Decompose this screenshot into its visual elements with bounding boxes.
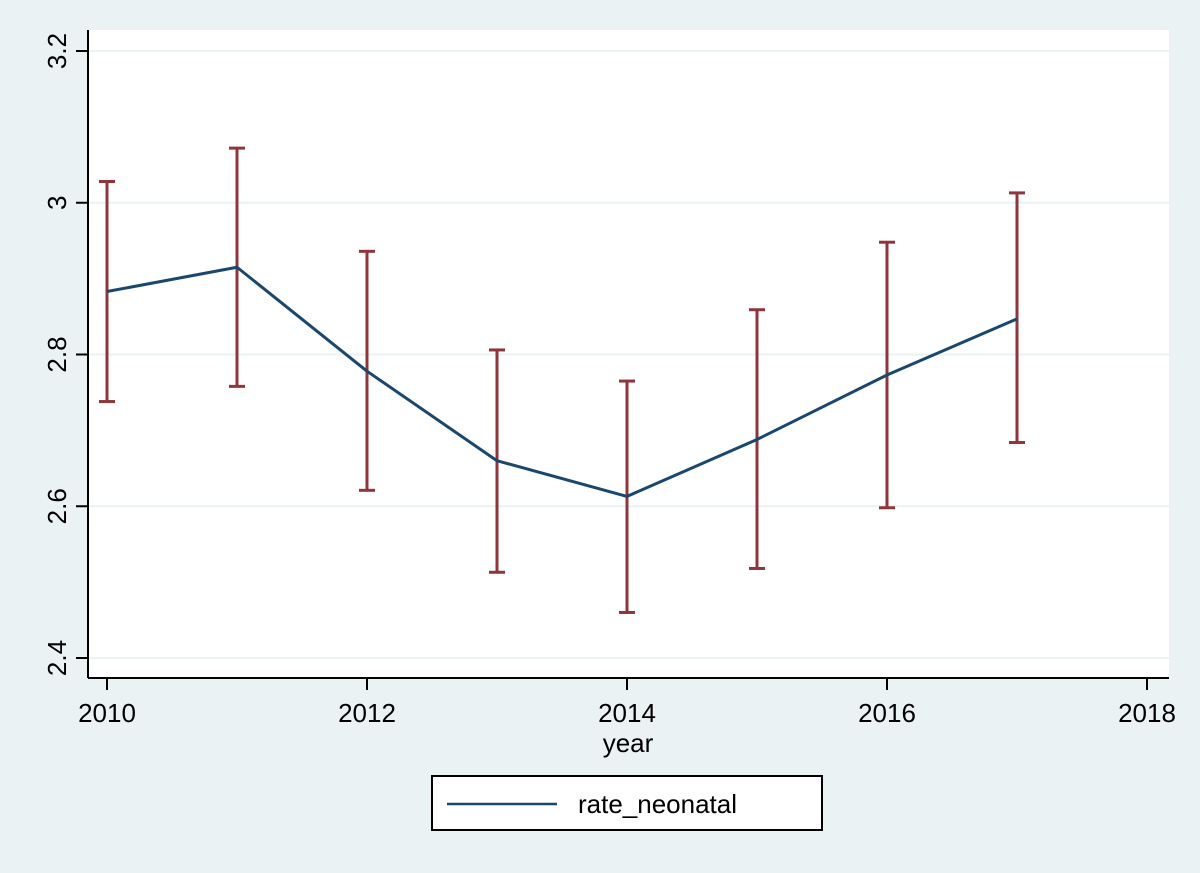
y-tick-label: 2.4 xyxy=(42,640,72,676)
y-tick-label: 2.8 xyxy=(42,336,72,372)
x-axis-ticks: 2010 2012 2014 2016 2018 xyxy=(78,678,1176,728)
x-tick-label: 2018 xyxy=(1118,698,1176,728)
series-line xyxy=(106,265,1018,498)
x-tick-label: 2014 xyxy=(598,698,656,728)
y-tick-label: 3.2 xyxy=(42,33,72,69)
x-tick-label: 2012 xyxy=(338,698,396,728)
legend: rate_neonatal xyxy=(431,775,823,831)
y-axis-ticks: 2.4 2.6 2.8 3 3.2 xyxy=(42,33,88,676)
x-axis-title: year xyxy=(603,728,654,758)
x-tick-label: 2016 xyxy=(858,698,916,728)
y-tick-label: 3 xyxy=(42,196,72,210)
x-tick-label: 2010 xyxy=(78,698,136,728)
series-lines xyxy=(106,265,1018,498)
legend-label: rate_neonatal xyxy=(578,789,737,819)
y-tick-label: 2.6 xyxy=(42,488,72,524)
